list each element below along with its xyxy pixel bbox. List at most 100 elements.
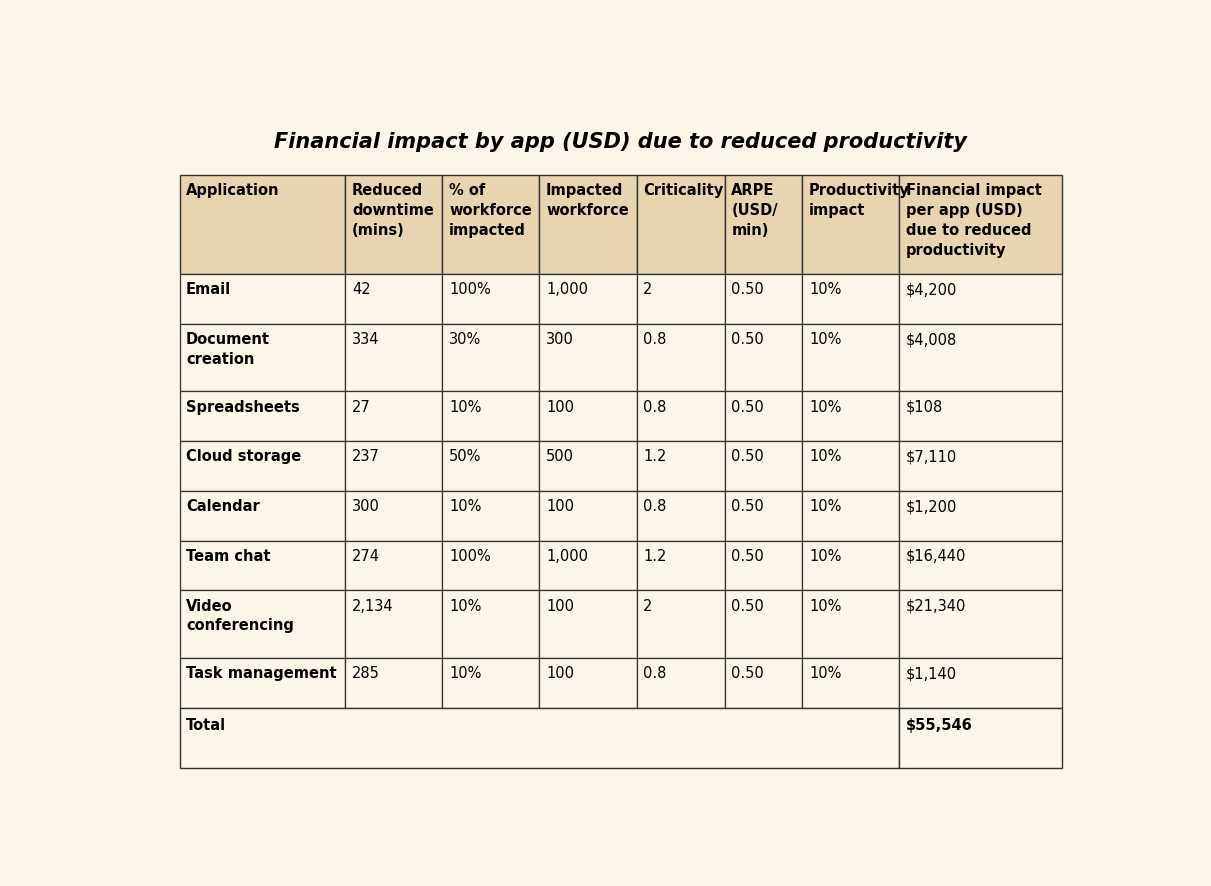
Text: Video
conferencing: Video conferencing bbox=[186, 599, 294, 633]
Bar bbox=[724, 540, 803, 590]
Bar bbox=[442, 274, 539, 323]
Text: 1,000: 1,000 bbox=[546, 283, 589, 297]
Text: Total: Total bbox=[186, 718, 226, 733]
Text: 100%: 100% bbox=[449, 548, 490, 563]
Text: 10%: 10% bbox=[809, 332, 842, 347]
Text: 10%: 10% bbox=[449, 400, 482, 415]
Text: 100: 100 bbox=[546, 666, 574, 681]
Bar bbox=[179, 274, 345, 323]
Bar bbox=[637, 590, 724, 658]
Bar bbox=[179, 590, 345, 658]
Text: $108: $108 bbox=[906, 400, 943, 415]
Text: $1,140: $1,140 bbox=[906, 666, 957, 681]
Bar bbox=[345, 392, 442, 441]
Text: 10%: 10% bbox=[809, 599, 842, 614]
Bar bbox=[900, 590, 1062, 658]
Bar bbox=[442, 540, 539, 590]
Bar bbox=[345, 175, 442, 274]
Text: 0.50: 0.50 bbox=[731, 332, 764, 347]
Bar bbox=[900, 491, 1062, 540]
Bar bbox=[179, 175, 345, 274]
Text: 10%: 10% bbox=[449, 666, 482, 681]
Text: 10%: 10% bbox=[449, 499, 482, 514]
Bar bbox=[345, 323, 442, 392]
Text: 10%: 10% bbox=[809, 499, 842, 514]
Text: 0.50: 0.50 bbox=[731, 449, 764, 464]
Bar bbox=[179, 708, 900, 768]
Text: 2,134: 2,134 bbox=[352, 599, 394, 614]
Bar bbox=[803, 491, 900, 540]
Bar bbox=[539, 540, 637, 590]
Bar bbox=[724, 590, 803, 658]
Bar bbox=[803, 392, 900, 441]
Text: 50%: 50% bbox=[449, 449, 482, 464]
Bar bbox=[179, 658, 345, 708]
Text: 0.50: 0.50 bbox=[731, 400, 764, 415]
Text: Productivity
impact: Productivity impact bbox=[809, 183, 909, 218]
Text: $7,110: $7,110 bbox=[906, 449, 957, 464]
Text: 42: 42 bbox=[352, 283, 371, 297]
Bar bbox=[900, 175, 1062, 274]
Text: 300: 300 bbox=[352, 499, 380, 514]
Text: 100: 100 bbox=[546, 599, 574, 614]
Bar bbox=[345, 441, 442, 491]
Bar bbox=[724, 274, 803, 323]
Text: 10%: 10% bbox=[809, 400, 842, 415]
Text: ARPE
(USD/
min): ARPE (USD/ min) bbox=[731, 183, 777, 238]
Bar bbox=[724, 658, 803, 708]
Text: Calendar: Calendar bbox=[186, 499, 260, 514]
Bar bbox=[724, 491, 803, 540]
Text: 0.50: 0.50 bbox=[731, 666, 764, 681]
Bar bbox=[442, 590, 539, 658]
Text: 10%: 10% bbox=[809, 548, 842, 563]
Bar bbox=[900, 540, 1062, 590]
Bar bbox=[803, 175, 900, 274]
Text: $16,440: $16,440 bbox=[906, 548, 966, 563]
Text: Impacted
workforce: Impacted workforce bbox=[546, 183, 629, 218]
Text: 2: 2 bbox=[643, 599, 653, 614]
Text: % of
workforce
impacted: % of workforce impacted bbox=[449, 183, 532, 238]
Text: 100: 100 bbox=[546, 400, 574, 415]
Text: 334: 334 bbox=[352, 332, 379, 347]
Text: 2: 2 bbox=[643, 283, 653, 297]
Bar bbox=[539, 392, 637, 441]
Text: 0.8: 0.8 bbox=[643, 499, 666, 514]
Text: Reduced
downtime
(mins): Reduced downtime (mins) bbox=[352, 183, 434, 238]
Bar bbox=[900, 274, 1062, 323]
Text: 0.8: 0.8 bbox=[643, 332, 666, 347]
Bar bbox=[803, 658, 900, 708]
Text: 0.8: 0.8 bbox=[643, 400, 666, 415]
Text: 237: 237 bbox=[352, 449, 380, 464]
Text: Spreadsheets: Spreadsheets bbox=[186, 400, 300, 415]
Bar bbox=[442, 658, 539, 708]
Text: 27: 27 bbox=[352, 400, 371, 415]
Bar bbox=[724, 323, 803, 392]
Bar bbox=[179, 491, 345, 540]
Bar bbox=[900, 658, 1062, 708]
Bar bbox=[539, 658, 637, 708]
Bar bbox=[900, 441, 1062, 491]
Bar bbox=[637, 175, 724, 274]
Bar bbox=[442, 323, 539, 392]
Bar bbox=[179, 540, 345, 590]
Bar bbox=[539, 441, 637, 491]
Bar bbox=[637, 540, 724, 590]
Text: 10%: 10% bbox=[809, 449, 842, 464]
Bar bbox=[803, 540, 900, 590]
Text: 0.50: 0.50 bbox=[731, 599, 764, 614]
Text: Criticality: Criticality bbox=[643, 183, 723, 198]
Text: $4,200: $4,200 bbox=[906, 283, 958, 297]
Text: 30%: 30% bbox=[449, 332, 481, 347]
Bar bbox=[637, 392, 724, 441]
Text: 500: 500 bbox=[546, 449, 574, 464]
Bar bbox=[803, 274, 900, 323]
Text: 1.2: 1.2 bbox=[643, 449, 666, 464]
Text: 10%: 10% bbox=[809, 283, 842, 297]
Bar bbox=[803, 590, 900, 658]
Text: Financial impact by app (USD) due to reduced productivity: Financial impact by app (USD) due to red… bbox=[274, 132, 968, 152]
Bar bbox=[442, 175, 539, 274]
Text: 300: 300 bbox=[546, 332, 574, 347]
Bar bbox=[442, 491, 539, 540]
Text: 0.50: 0.50 bbox=[731, 283, 764, 297]
Text: Email: Email bbox=[186, 283, 231, 297]
